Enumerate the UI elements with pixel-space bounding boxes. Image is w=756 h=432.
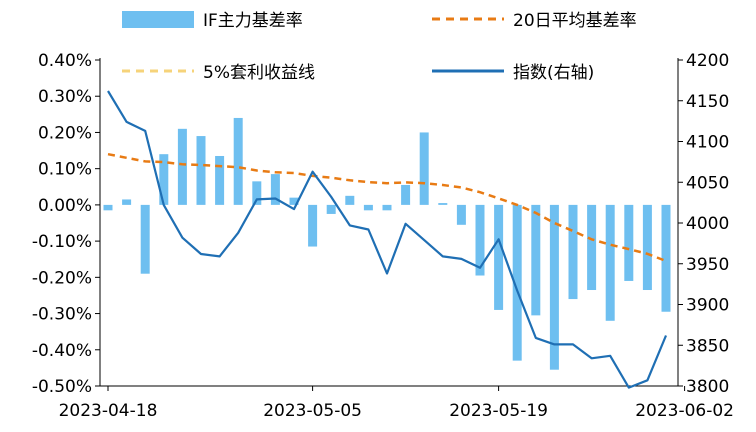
left-tick-label: 0.10% — [38, 160, 92, 180]
x-tick-label: 2023-06-02 — [635, 401, 734, 421]
right-tick-label: 4000 — [686, 214, 729, 234]
legend-label-5pct-arbitrage: 5%套利收益线 — [203, 63, 315, 83]
basis-bar — [569, 205, 578, 299]
legend: IF主力基差率 20日平均基差率 5%套利收益线 指数(右轴) — [122, 11, 637, 83]
left-tick-label: -0.30% — [32, 305, 92, 325]
basis-bar — [401, 185, 410, 205]
left-tick-label: 0.20% — [38, 123, 92, 143]
basis-bar — [364, 205, 373, 210]
basis-bar — [457, 205, 466, 225]
x-tick-label: 2023-04-18 — [59, 401, 158, 421]
legend-label-index: 指数(右轴) — [513, 63, 594, 83]
basis-bar — [345, 196, 354, 205]
right-tick-label: 3800 — [686, 377, 729, 397]
right-tick-label: 3950 — [686, 255, 729, 275]
basis-bar — [624, 205, 633, 281]
basis-bar — [141, 205, 150, 274]
left-tick-label: 0.40% — [38, 51, 92, 71]
legend-label-if-basis: IF主力基差率 — [203, 11, 303, 31]
basis-bar — [234, 118, 243, 205]
right-tick-label: 4050 — [686, 173, 729, 193]
basis-bar — [606, 205, 615, 321]
left-tick-label: 0.00% — [38, 196, 92, 216]
basis-bar — [587, 205, 596, 290]
basis-bar — [308, 205, 317, 247]
right-tick-label: 4150 — [686, 92, 729, 112]
basis-bar — [197, 136, 206, 205]
x-tick-label: 2023-05-05 — [263, 401, 362, 421]
basis-bar — [104, 205, 113, 210]
basis-bar — [215, 156, 224, 205]
legend-label-20d-avg: 20日平均基差率 — [513, 11, 637, 31]
basis-bar — [383, 205, 392, 210]
right-tick-label: 3850 — [686, 336, 729, 356]
index-line — [108, 91, 666, 388]
left-tick-label: -0.10% — [32, 232, 92, 252]
right-tick-label: 3900 — [686, 296, 729, 316]
basis-bar — [494, 205, 503, 310]
basis-bar — [178, 129, 187, 205]
basis-bar — [420, 132, 429, 204]
basis-bar — [438, 203, 447, 205]
left-tick-label: -0.40% — [32, 341, 92, 361]
basis-bar — [531, 205, 540, 315]
left-tick-label: -0.50% — [32, 377, 92, 397]
x-tick-label: 2023-05-19 — [449, 401, 548, 421]
right-tick-label: 4100 — [686, 133, 729, 153]
basis-bar — [662, 205, 671, 312]
right-tick-label: 4200 — [686, 51, 729, 71]
left-tick-label: -0.20% — [32, 268, 92, 288]
basis-bar — [327, 205, 336, 214]
basis-bar — [122, 199, 131, 204]
legend-swatch-if-basis — [122, 11, 194, 28]
left-tick-label: 0.30% — [38, 87, 92, 107]
plot-area: 0.40% 0.30% 0.20% 0.10% 0.00% -0.10% -0.20% -0.… — [32, 51, 734, 421]
basis-bar — [643, 205, 652, 290]
